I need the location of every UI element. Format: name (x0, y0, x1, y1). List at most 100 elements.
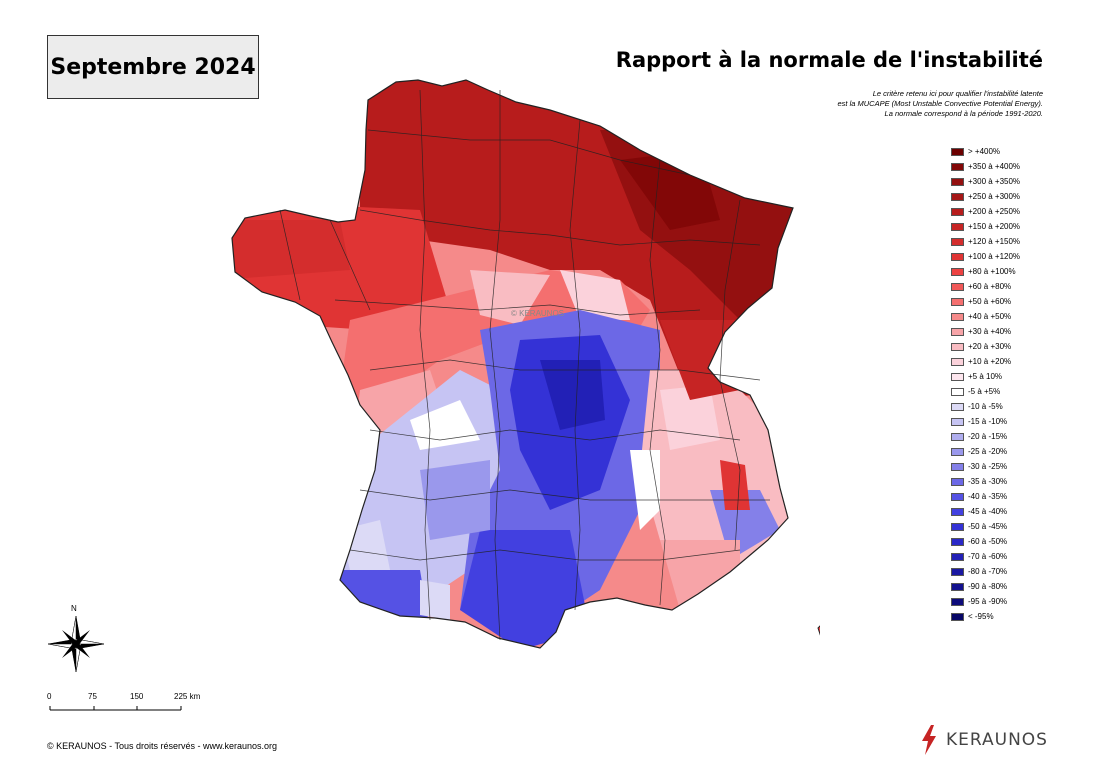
legend-label: +120 à +150% (968, 237, 1021, 246)
legend-swatch (951, 342, 964, 351)
legend-item: -30 à -25% (951, 459, 1020, 474)
legend-label: -40 à -35% (968, 492, 1008, 501)
legend-item: -50 à -45% (951, 519, 1020, 534)
legend-swatch (951, 597, 964, 606)
compass-rose-icon (46, 614, 106, 679)
legend-item: -10 à -5% (951, 399, 1020, 414)
legend-swatch (951, 372, 964, 381)
corsica-map (817, 587, 865, 676)
legend-swatch (951, 417, 964, 426)
method-note-line-3: La normale correspond à la période 1991-… (884, 109, 1043, 118)
legend-item: +50 à +60% (951, 294, 1020, 309)
legend-item: +5 à 10% (951, 369, 1020, 384)
legend-label: -70 à -60% (968, 552, 1008, 561)
legend-swatch (951, 237, 964, 246)
legend-item: +20 à +30% (951, 339, 1020, 354)
legend-item: -45 à -40% (951, 504, 1020, 519)
legend-swatch (951, 222, 964, 231)
copyright-text: © KERAUNOS - Tous droits réservés - www.… (47, 741, 278, 751)
legend-swatch (951, 312, 964, 321)
legend-item: +350 à +400% (951, 159, 1020, 174)
legend-item: -5 à +5% (951, 384, 1020, 399)
legend-item: -15 à -10% (951, 414, 1020, 429)
legend-item: -60 à -50% (951, 534, 1020, 549)
legend-label: -5 à +5% (968, 387, 1001, 396)
legend-swatch (951, 297, 964, 306)
legend: > +400% +350 à +400% +300 à +350% +250 à +3… (951, 144, 1020, 624)
legend-swatch (951, 327, 964, 336)
north-label: N (71, 604, 77, 613)
legend-swatch (951, 552, 964, 561)
legend-label: -95 à -90% (968, 597, 1008, 606)
legend-swatch (951, 387, 964, 396)
scale-tick-0: 0 (47, 692, 52, 701)
legend-item: +40 à +50% (951, 309, 1020, 324)
map-title: Rapport à la normale de l'instabilité (615, 48, 1043, 72)
method-note: Le critère retenu ici pour qualifier l'i… (713, 89, 1044, 119)
legend-label: -30 à -25% (968, 462, 1008, 471)
legend-item: -80 à -70% (951, 564, 1020, 579)
legend-item: +150 à +200% (951, 219, 1020, 234)
lightning-bolt-icon (922, 725, 936, 755)
legend-label: -50 à -45% (968, 522, 1008, 531)
legend-label: +250 à +300% (968, 192, 1021, 201)
legend-label: +40 à +50% (968, 312, 1012, 321)
legend-swatch (951, 192, 964, 201)
legend-label: -35 à -30% (968, 477, 1008, 486)
legend-label: +20 à +30% (968, 342, 1012, 351)
legend-item: -35 à -30% (951, 474, 1020, 489)
legend-item: +100 à +120% (951, 249, 1020, 264)
legend-swatch (951, 357, 964, 366)
legend-label: -60 à -50% (968, 537, 1008, 546)
legend-item: -40 à -35% (951, 489, 1020, 504)
legend-swatch (951, 507, 964, 516)
legend-label: -80 à -70% (968, 567, 1008, 576)
legend-item: < -95% (951, 609, 1020, 624)
legend-swatch (951, 462, 964, 471)
legend-swatch (951, 177, 964, 186)
legend-swatch (951, 147, 964, 156)
legend-label: +60 à +80% (968, 282, 1012, 291)
legend-label: -25 à -20% (968, 447, 1008, 456)
legend-swatch (951, 447, 964, 456)
legend-label: < -95% (968, 612, 994, 621)
legend-label: -20 à -15% (968, 432, 1008, 441)
mainland-map (231, 79, 794, 649)
legend-swatch (951, 612, 964, 621)
legend-item: -25 à -20% (951, 444, 1020, 459)
legend-label: +80 à +100% (968, 267, 1016, 276)
period-title: Septembre 2024 (50, 54, 256, 80)
keraunos-logo: KERAUNOS (920, 725, 1048, 755)
legend-item: +60 à +80% (951, 279, 1020, 294)
legend-swatch (951, 267, 964, 276)
method-note-line-2: est la MUCAPE (Most Unstable Convective … (837, 99, 1044, 108)
legend-swatch (951, 402, 964, 411)
legend-item: -70 à -60% (951, 549, 1020, 564)
scale-tick-75: 75 (88, 692, 97, 701)
legend-swatch (951, 432, 964, 441)
map-watermark: © KERAUNOS (511, 309, 565, 318)
legend-item: +250 à +300% (951, 189, 1020, 204)
legend-label: +5 à 10% (968, 372, 1003, 381)
france-map: © KERAUNOS (220, 70, 865, 715)
legend-label: +30 à +40% (968, 327, 1012, 336)
legend-label: +200 à +250% (968, 207, 1021, 216)
legend-item: +10 à +20% (951, 354, 1020, 369)
brand-name: KERAUNOS (946, 730, 1048, 750)
legend-item: +200 à +250% (951, 204, 1020, 219)
legend-item: +300 à +350% (951, 174, 1020, 189)
legend-item: -90 à -80% (951, 579, 1020, 594)
legend-swatch (951, 282, 964, 291)
scale-tick-225: 225 km (174, 692, 201, 701)
legend-swatch (951, 582, 964, 591)
legend-label: > +400% (968, 147, 1001, 156)
legend-item: -95 à -90% (951, 594, 1020, 609)
method-note-line-1: Le critère retenu ici pour qualifier l'i… (872, 89, 1043, 98)
legend-label: -90 à -80% (968, 582, 1008, 591)
legend-label: +300 à +350% (968, 177, 1021, 186)
legend-swatch (951, 162, 964, 171)
scale-line (49, 706, 182, 711)
legend-item: > +400% (951, 144, 1020, 159)
legend-item: +120 à +150% (951, 234, 1020, 249)
legend-label: +350 à +400% (968, 162, 1021, 171)
